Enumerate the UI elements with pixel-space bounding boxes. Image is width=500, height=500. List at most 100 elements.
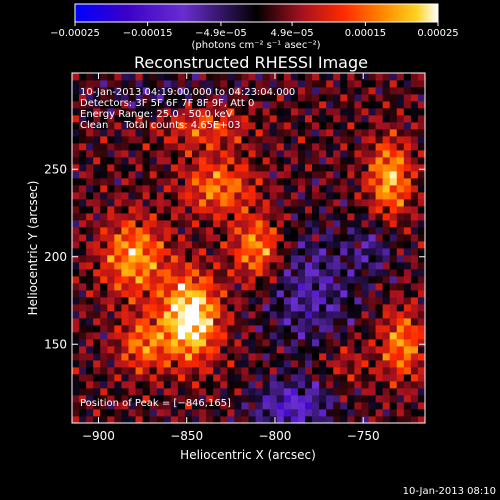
heatmap-cell <box>290 122 299 130</box>
heatmap-cell <box>319 129 327 137</box>
heatmap-cell <box>86 178 94 186</box>
heatmap-cell <box>375 178 384 186</box>
heatmap-cell <box>361 374 369 382</box>
heatmap-cell <box>121 374 129 382</box>
heatmap-cell <box>290 73 299 81</box>
heatmap-cell <box>262 129 271 137</box>
heatmap-cell <box>290 255 299 263</box>
heatmap-cell <box>135 171 143 179</box>
heatmap-cell <box>269 164 278 172</box>
heatmap-cell <box>283 87 292 95</box>
heatmap-cell <box>170 318 179 326</box>
heatmap-cell <box>304 346 313 354</box>
heatmap-cell <box>227 367 235 375</box>
heatmap-cell <box>248 171 256 179</box>
heatmap-cell <box>389 234 398 242</box>
heatmap-cell <box>206 220 214 228</box>
heatmap-cell <box>142 360 151 368</box>
heatmap-cell <box>283 94 292 102</box>
heatmap-cell <box>170 178 179 186</box>
heatmap-cell <box>206 213 214 221</box>
heatmap-cell <box>333 241 341 249</box>
heatmap-cell <box>199 346 207 354</box>
heatmap-cell <box>100 108 108 116</box>
heatmap-cell <box>142 206 151 214</box>
heatmap-cell <box>389 164 398 172</box>
heatmap-cell <box>135 150 143 158</box>
heatmap-cell <box>347 129 355 137</box>
heatmap-cell <box>213 164 221 172</box>
heatmap-cell <box>361 367 369 375</box>
heatmap-cell <box>389 206 398 214</box>
heatmap-cell <box>269 255 278 263</box>
heatmap-cell <box>156 283 165 291</box>
heatmap-cell <box>206 171 214 179</box>
heatmap-cell <box>149 416 158 423</box>
heatmap-cell <box>333 304 341 312</box>
heatmap-cell <box>276 227 285 235</box>
heatmap-cell <box>403 311 412 319</box>
heatmap-cell <box>234 346 242 354</box>
heatmap-cell <box>199 360 207 368</box>
heatmap-cell <box>361 108 369 116</box>
heatmap-cell <box>283 374 292 382</box>
heatmap-cell <box>241 311 249 319</box>
heatmap-cell <box>170 80 179 88</box>
heatmap-cell <box>206 262 214 270</box>
heatmap-cell <box>220 122 228 130</box>
heatmap-cell <box>93 87 101 95</box>
heatmap-cell <box>234 150 242 158</box>
heatmap-cell <box>234 73 242 81</box>
heatmap-cell <box>79 129 87 137</box>
heatmap-cell <box>156 136 165 144</box>
heatmap-cell <box>156 311 165 319</box>
heatmap-cell <box>79 164 87 172</box>
heatmap-cell <box>234 262 242 270</box>
heatmap-cell <box>410 409 419 417</box>
heatmap-cell <box>142 227 151 235</box>
heatmap-cell <box>262 332 271 340</box>
heatmap-cell <box>403 325 412 333</box>
heatmap-cell <box>333 360 341 368</box>
heatmap-cell <box>227 73 235 81</box>
heatmap-cell <box>347 304 355 312</box>
heatmap-cell <box>135 416 143 423</box>
heatmap-cell <box>403 157 412 165</box>
heatmap-cell <box>206 227 214 235</box>
heatmap-cell <box>241 297 249 305</box>
heatmap-cell <box>128 388 136 396</box>
heatmap-cell <box>213 353 221 361</box>
heatmap-cell <box>297 185 306 193</box>
heatmap-cell <box>396 311 405 319</box>
heatmap-cell <box>220 381 228 389</box>
heatmap-cell <box>199 304 207 312</box>
heatmap-cell <box>142 164 151 172</box>
heatmap-cell <box>170 255 179 263</box>
heatmap-cell <box>304 297 313 305</box>
heatmap-cell <box>396 304 405 312</box>
heatmap-cell <box>297 171 306 179</box>
heatmap-cell <box>72 248 80 256</box>
heatmap-cell <box>410 73 419 81</box>
heatmap-cell <box>192 164 200 172</box>
heatmap-cell <box>107 150 115 158</box>
heatmap-cell <box>333 164 341 172</box>
heatmap-cell <box>297 73 306 81</box>
heatmap-cell <box>72 185 80 193</box>
heatmap-cell <box>227 157 235 165</box>
heatmap-cell <box>192 220 200 228</box>
heatmap-cell <box>340 269 348 277</box>
heatmap-cell <box>283 220 292 228</box>
heatmap-cell <box>312 94 320 102</box>
heatmap-cell <box>170 395 179 403</box>
heatmap-cell <box>269 332 278 340</box>
heatmap-cell <box>361 115 369 123</box>
heatmap-cell <box>86 367 94 375</box>
heatmap-cell <box>149 234 158 242</box>
heatmap-cell <box>177 297 186 305</box>
heatmap-cell <box>417 108 425 116</box>
heatmap-cell <box>86 206 94 214</box>
heatmap-cell <box>290 332 299 340</box>
heatmap-cell <box>417 80 425 88</box>
